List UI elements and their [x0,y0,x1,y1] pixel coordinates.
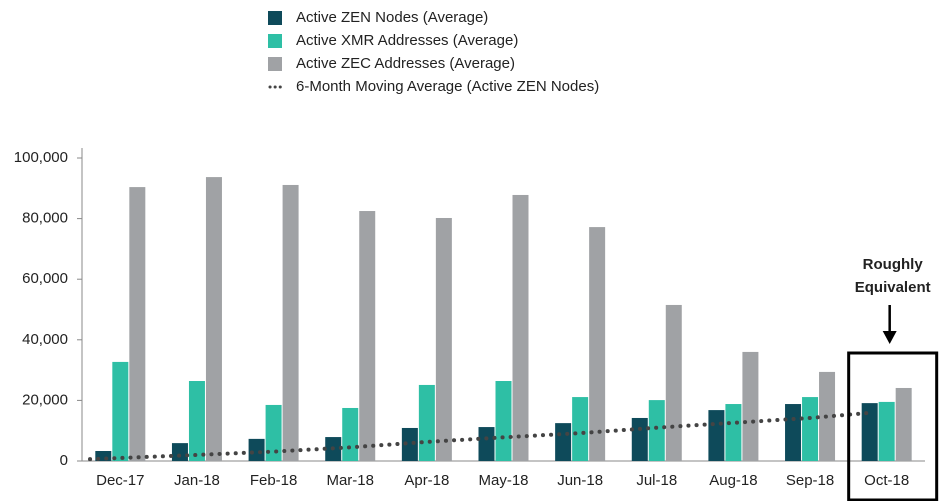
legend-swatch [268,57,282,71]
x-tick-label: Jun-18 [557,472,603,489]
bar [785,404,802,461]
bar [648,400,665,461]
bar [478,427,495,461]
annotation: Roughly [863,256,924,273]
highlight-box [847,351,939,501]
x-tick-label: May-18 [478,472,528,489]
bar [495,381,512,461]
y-tick-label: 60,000 [22,270,68,287]
bar [418,384,435,461]
x-tick-label: Mar-18 [326,472,374,489]
bar [282,184,299,462]
bar [129,187,146,461]
bar [725,404,742,461]
bar [895,387,912,461]
moving-average-line [88,411,869,462]
bar [265,404,282,461]
x-tick-label: Feb-18 [250,472,298,489]
arrow-head [882,331,897,344]
annotation: Equivalent [855,279,931,296]
bar [665,304,682,461]
bar [572,397,589,461]
legend-label: Active ZEN Nodes (Average) [296,9,488,26]
bar [95,451,112,461]
bar [188,381,205,461]
y-tick-label: 40,000 [22,331,68,348]
y-tick-label: 0 [60,452,68,469]
bar [512,194,529,461]
y-tick-label: 100,000 [14,149,68,166]
x-tick-label: Jan-18 [174,472,220,489]
x-tick-label: Aug-18 [709,472,757,489]
bar [861,403,878,461]
bar [555,423,572,461]
bar [401,427,418,461]
bar [342,407,359,461]
bar [742,351,759,461]
bar [631,417,648,461]
bar [205,177,222,462]
legend-label: 6-Month Moving Average (Active ZEN Nodes… [296,78,599,95]
legend-swatch [268,11,282,25]
x-tick-label: Apr-18 [404,472,449,489]
legend: Active ZEN Nodes (Average) Active XMR Add… [268,9,599,95]
x-tick-label: Sep-18 [786,472,834,489]
bar [112,361,129,461]
bar [802,397,819,461]
x-tick-label: Dec-17 [96,472,144,489]
x-tick-label: Oct-18 [864,472,909,489]
legend-swatch [268,34,282,48]
bar [708,410,725,461]
bar [435,217,452,461]
bar [248,438,265,461]
y-tick-label: 20,000 [22,391,68,408]
bar [878,401,895,461]
x-tick-label: Jul-18 [636,472,677,489]
bar [589,227,606,461]
legend-label: Active XMR Addresses (Average) [296,32,518,49]
bar [359,211,376,461]
legend-label: Active ZEC Addresses (Average) [296,55,515,72]
y-tick-label: 80,000 [22,210,68,227]
bar [171,443,188,461]
